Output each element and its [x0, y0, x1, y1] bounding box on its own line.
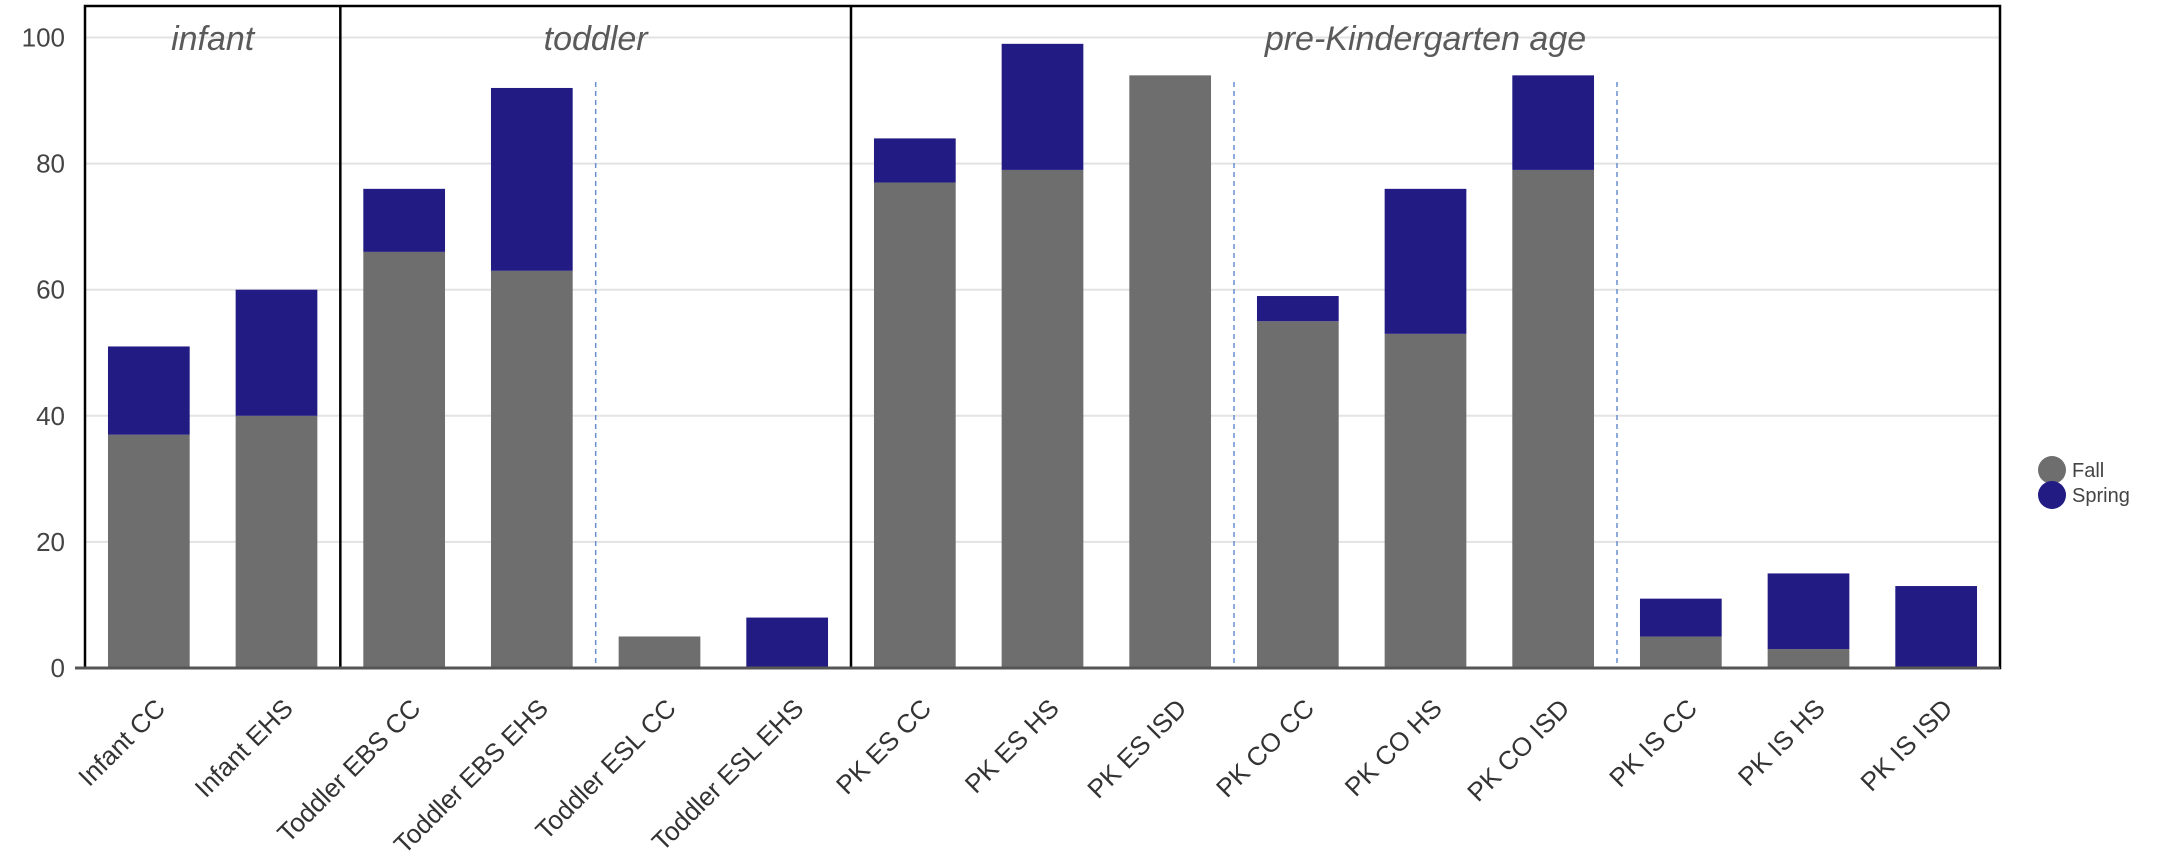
- x-tick-label: PK ES ISD: [1081, 693, 1192, 804]
- y-tick-label: 60: [36, 275, 65, 305]
- y-tick-label: 80: [36, 149, 65, 179]
- bar-fall: [235, 415, 318, 668]
- y-tick-label: 100: [22, 23, 65, 53]
- bar-spring: [490, 87, 573, 271]
- bar-spring: [746, 617, 829, 668]
- bar-spring: [107, 346, 190, 435]
- bar-fall: [1001, 169, 1084, 668]
- x-tick-label: Infant EHS: [189, 693, 299, 803]
- bar-fall: [107, 434, 190, 668]
- x-tick-label: PK CO HS: [1339, 693, 1448, 802]
- bar-spring: [1384, 188, 1467, 334]
- bar-fall: [363, 251, 446, 668]
- legend-label: Fall: [2072, 460, 2104, 482]
- bar-spring: [1256, 296, 1339, 322]
- bar-spring: [1767, 573, 1850, 650]
- group-label: infant: [171, 20, 256, 58]
- bar-spring: [1512, 75, 1595, 170]
- bar-fall: [1384, 333, 1467, 668]
- legend-marker-fall: [2038, 456, 2066, 484]
- bar-spring: [1001, 43, 1084, 170]
- bar-fall: [873, 182, 956, 669]
- x-tick-label: Infant CC: [72, 693, 171, 792]
- x-tick-label: PK ES HS: [959, 693, 1065, 799]
- x-tick-label: PK IS ISD: [1854, 693, 1958, 797]
- y-tick-label: 20: [36, 527, 65, 557]
- x-tick-label: PK ES CC: [830, 693, 937, 800]
- legend-label: Spring: [2072, 485, 2130, 507]
- bar-fall: [490, 270, 573, 668]
- bar-fall: [1129, 75, 1212, 669]
- x-tick-label: PK IS CC: [1603, 693, 1703, 793]
- x-tick-label: PK CO ISD: [1461, 693, 1575, 807]
- y-tick-label: 40: [36, 401, 65, 431]
- bar-spring: [363, 188, 446, 252]
- bar-fall: [618, 636, 701, 668]
- bar-fall: [1512, 169, 1595, 668]
- group-label: pre-Kindergarten age: [1264, 20, 1586, 58]
- x-tick-label: PK CO CC: [1210, 693, 1320, 803]
- bar-spring: [235, 289, 318, 416]
- x-tick-label: PK IS HS: [1732, 693, 1831, 792]
- legend-marker-spring: [2038, 481, 2066, 509]
- group-label: toddler: [544, 20, 650, 58]
- bar-fall: [1256, 321, 1339, 668]
- y-tick-label: 0: [51, 653, 65, 683]
- bar-spring: [1639, 598, 1722, 637]
- bar-spring: [873, 138, 956, 183]
- bar-spring: [1895, 586, 1978, 668]
- bar-fall: [1639, 636, 1722, 668]
- bar-fall: [1767, 649, 1850, 668]
